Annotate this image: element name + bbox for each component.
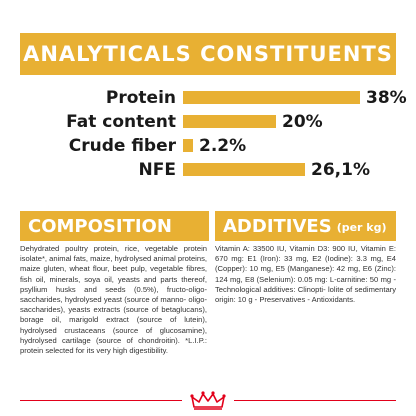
constituent-label: Fat content [66,112,176,132]
constituent-label: NFE [138,160,176,180]
constituent-label: Crude fiber [68,136,176,156]
footer-line-left [20,400,182,401]
title-banner: ANALYTICALS CONSTITUENTS [20,33,396,75]
composition-heading: COMPOSITION [28,215,172,237]
footer-line-right [234,400,396,401]
footer [0,389,416,411]
constituent-row-fiber: Crude fiber 2.2% [0,134,416,158]
composition-banner: COMPOSITION [20,211,209,241]
constituent-bar [183,139,193,152]
constituent-bar [183,91,360,104]
additives-heading: ADDITIVES [223,215,332,237]
additives-banner: ADDITIVES (per kg) [215,211,396,241]
constituent-label: Protein [105,88,176,108]
composition-text: Dehydrated poultry protein, rice, vegeta… [20,244,207,356]
constituent-row-fat: Fat content 20% [0,110,416,134]
page-title: ANALYTICALS CONSTITUENTS [23,42,393,66]
constituent-bar [183,163,305,176]
constituent-value: 20% [282,112,323,132]
additives-text: Vitamin A: 33500 IU, Vitamin D3: 900 IU,… [215,244,396,305]
constituent-row-nfe: NFE 26,1% [0,158,416,182]
constituent-bar [183,115,276,128]
crown-logo-icon [190,391,226,410]
additives-unit: (per kg) [336,221,387,234]
constituent-value: 2.2% [199,136,247,156]
constituent-row-protein: Protein 38% [0,86,416,110]
constituent-value: 26,1% [311,160,370,180]
constituent-value: 38% [366,88,407,108]
